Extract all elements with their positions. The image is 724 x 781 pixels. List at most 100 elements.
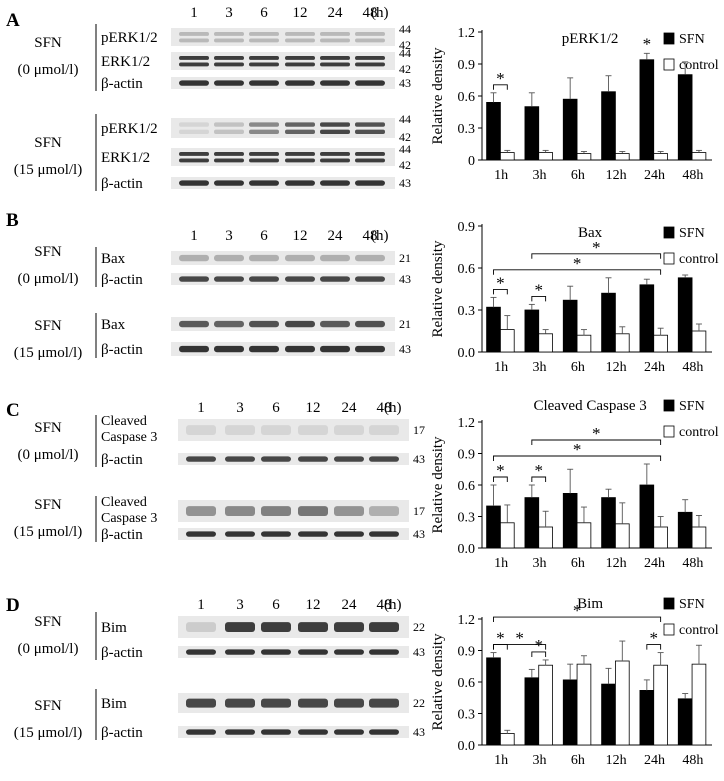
blot-band [214, 345, 244, 353]
protein-label: β-actin [101, 725, 143, 741]
bar-control [691, 663, 707, 746]
blot-band [249, 254, 279, 262]
bar-sfn [486, 306, 501, 353]
blot-strip [171, 77, 395, 89]
blot-band [186, 698, 216, 708]
bar-sfn [677, 74, 693, 161]
bar-sfn [639, 284, 655, 353]
significance-bracket [531, 651, 547, 657]
blot-strip [178, 693, 409, 713]
blot-band [320, 129, 350, 134]
significance-star: * [643, 34, 652, 53]
condition-label: (0 μmol/l) [18, 62, 79, 78]
blot-band [298, 456, 328, 462]
blot-band [179, 38, 209, 43]
blot-band [334, 456, 364, 462]
blot-band [334, 622, 364, 633]
blot-band [285, 254, 315, 262]
significance-bracket [493, 288, 508, 295]
blot-band [249, 122, 279, 127]
legend-swatch [663, 623, 675, 636]
bar-control [691, 152, 707, 161]
significance-star: * [573, 254, 582, 273]
bar-control [691, 526, 707, 549]
blot-band [369, 506, 399, 517]
blot-band [225, 729, 255, 735]
protein-label: β-actin [101, 176, 143, 192]
significance-star: * [496, 69, 505, 88]
bar-control [653, 664, 668, 746]
blot-band [214, 129, 244, 134]
blot-band [179, 276, 209, 282]
blot-band [320, 345, 350, 353]
blot-band [320, 320, 350, 328]
lane-label: 48 [377, 400, 392, 416]
blot-band [214, 276, 244, 282]
blot-strip [171, 28, 395, 46]
blot-strip [171, 148, 395, 166]
protein-label: Bim [101, 620, 127, 636]
blot-band [369, 425, 399, 436]
protein-label: Bax [101, 317, 126, 333]
panel-c: C 1 3 6 12 24 48(h)SFN(0 μmol/l)CleavedCaspase… [6, 398, 719, 571]
blot-band [179, 345, 209, 353]
blot-band [320, 80, 350, 86]
blot-band [369, 622, 399, 633]
blot-band [355, 129, 385, 134]
blot-band [334, 531, 364, 537]
lane-label: 6 [260, 228, 268, 244]
protein-label: Caspase 3 [101, 511, 157, 526]
blot-band [214, 320, 244, 328]
bar-sfn [601, 91, 616, 161]
condition-label: (15 μmol/l) [14, 725, 82, 741]
lane-unit: (h) [384, 597, 402, 613]
blot-band [355, 38, 385, 43]
lane-label: 6 [260, 5, 268, 21]
blot-group: SFN(15 μmol/l)pERK1/24442ERK1/24442β-act… [14, 112, 411, 192]
x-tick-label: 6h [571, 168, 585, 183]
blot-band [214, 31, 244, 36]
bar-control [615, 153, 630, 161]
protein-label: Caspase 3 [101, 430, 157, 445]
blot-band [214, 158, 244, 163]
protein-label: ERK1/2 [101, 54, 150, 70]
blot-band [225, 531, 255, 537]
bar-control [576, 663, 592, 746]
blot-strip [171, 317, 395, 331]
significance-bracket [646, 644, 662, 650]
x-tick-label: 12h [606, 168, 627, 183]
blot-band [355, 122, 385, 127]
significance-star: * [592, 424, 601, 443]
blot-band [214, 55, 244, 60]
significance-bracket [493, 455, 662, 461]
blot-group: SFN (0 μmol/l) Bim 22 β-actin 43 [18, 612, 425, 661]
blot-band [179, 80, 209, 86]
significance-star: * [515, 629, 524, 648]
bar-sfn [524, 497, 540, 549]
y-axis-label: Relative density [430, 240, 446, 338]
blot-band [186, 622, 216, 633]
legend-label: control [679, 252, 719, 267]
blot-band [186, 506, 216, 517]
blot-band [179, 129, 209, 134]
blot-band [179, 122, 209, 127]
lane-label: 1 [197, 400, 205, 416]
x-tick-label: 3h [533, 168, 547, 183]
blot-band [369, 729, 399, 735]
bar-control [576, 153, 592, 161]
protein-label: β-actin [101, 452, 143, 468]
lane-label: 24 [328, 228, 344, 244]
x-tick-label: 24h [644, 168, 665, 183]
y-tick-label: 0.0 [458, 739, 476, 754]
y-tick-label: 0.9 [458, 645, 476, 660]
panel-d: D 1 3 6 12 24 48(h) SFN (0 μmol/l) Bim 22 β-actin 43… [6, 595, 719, 768]
blot-band [179, 180, 209, 186]
lane-label: 6 [272, 400, 280, 416]
condition-label: SFN [34, 614, 62, 630]
blot-band [285, 80, 315, 86]
condition-label: SFN [34, 698, 62, 714]
bar-sfn [562, 492, 578, 549]
blot-group: SFN (15 μmol/l) Bax 21 β-actin 43 [14, 313, 411, 361]
